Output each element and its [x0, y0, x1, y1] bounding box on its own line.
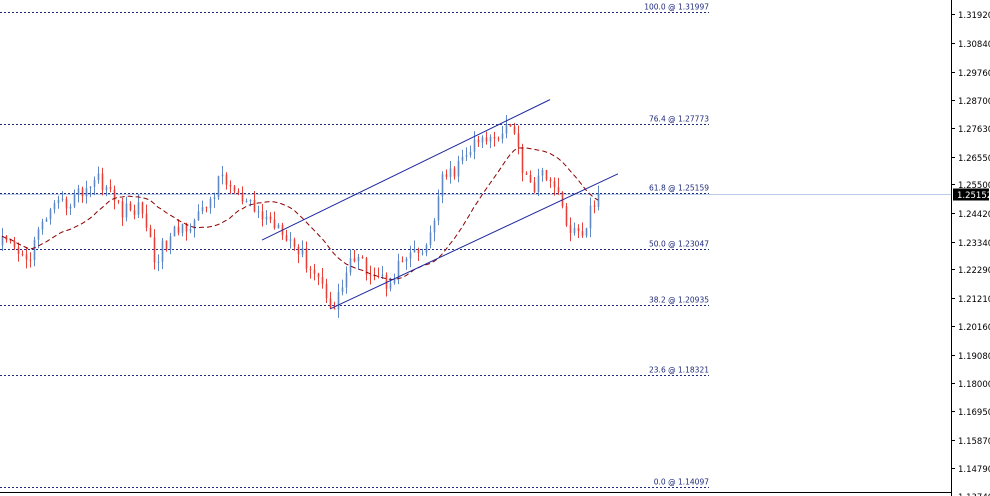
channel-lower-line	[329, 173, 619, 310]
price-axis-label: 1.23340	[958, 239, 990, 249]
candlestick-series	[1, 115, 600, 318]
price-axis-label: 1.20160	[958, 323, 990, 333]
fib-level-label: 38.2 @ 1.20935	[649, 296, 709, 305]
price-axis-label: 1.31920	[958, 11, 990, 21]
price-axis-label: 1.26550	[958, 154, 990, 164]
price-axis-label: 1.24420	[958, 210, 990, 220]
channel-lines[interactable]	[261, 99, 619, 310]
fibonacci-retracement[interactable]: 100.0 @ 1.31997 76.4 @ 1.27773 61.8 @ 1.25…	[0, 3, 709, 488]
price-axis-label: 1.18000	[958, 380, 990, 390]
fib-level-label: 100.0 @ 1.31997	[644, 3, 709, 12]
fib-level-label: 0.0 @ 1.14097	[654, 478, 709, 487]
price-axis-label: 1.16950	[958, 408, 990, 418]
current-price-tag-bg	[953, 188, 989, 201]
price-axis-label: 1.25500	[958, 181, 990, 191]
fib-level-label: 76.4 @ 1.27773	[649, 115, 709, 124]
price-axis-label: 1.14790	[958, 465, 990, 475]
price-axis-label: 1.13740	[958, 493, 990, 496]
moving-average-line	[1, 147, 599, 281]
current-price-tag-label: 1.25152	[957, 191, 990, 201]
price-axis-label: 1.29760	[958, 69, 990, 79]
fib-level-label: 50.0 @ 1.23047	[649, 240, 709, 249]
fib-level-label: 61.8 @ 1.25159	[649, 184, 709, 193]
price-axis-label: 1.30840	[958, 40, 990, 50]
price-axis-label: 1.27630	[958, 125, 990, 135]
price-axis-label: 1.22290	[958, 266, 990, 276]
price-axis-label: 1.28700	[958, 97, 990, 107]
current-price-tag: 1.25152	[953, 188, 990, 201]
moving-average	[1, 147, 599, 281]
fib-level-label: 23.6 @ 1.18321	[649, 366, 709, 375]
price-axis-label: 1.21210	[958, 295, 990, 305]
price-axis-label: 1.19080	[958, 352, 990, 362]
channel-upper-line	[261, 99, 551, 241]
price-axis-label: 1.15870	[958, 437, 990, 447]
